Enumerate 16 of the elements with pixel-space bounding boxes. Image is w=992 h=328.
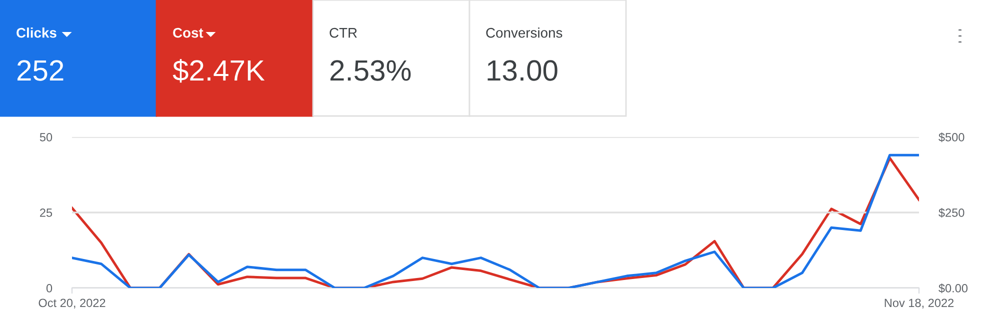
y2-tick-label: $500 [938, 132, 964, 142]
y2-tick-label: $250 [938, 208, 964, 218]
text: 13.00 [488, 60, 558, 81]
text: $2.47K [172, 58, 265, 83]
text: Clicks [16, 28, 56, 38]
y2-tick-label: $0.00 [938, 284, 968, 294]
y-tick-label: 50 [40, 133, 52, 142]
text: Conversions [486, 28, 562, 38]
text: CTR [330, 28, 357, 38]
x-tick-label: Nov 18, 2022 [884, 298, 954, 308]
x-tick-label: Oct 20, 2022 [38, 298, 106, 308]
text: 252 [17, 60, 64, 81]
y-tick-label: 0 [46, 284, 52, 292]
text: Cost [173, 28, 204, 38]
text: 2.53% [330, 60, 411, 81]
y-tick-label: 25 [40, 208, 52, 217]
